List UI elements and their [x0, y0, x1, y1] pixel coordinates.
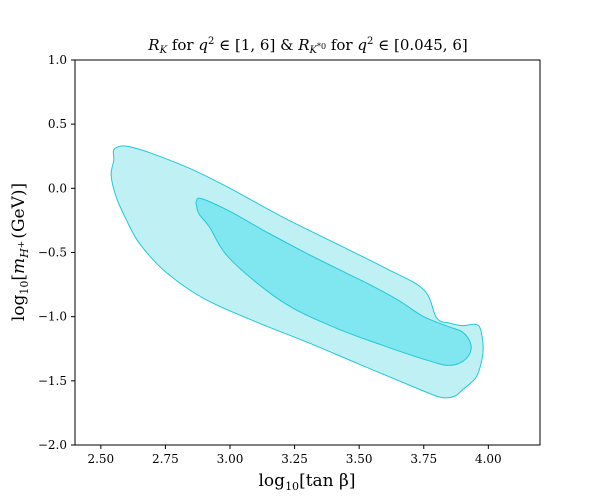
x-tick-label: 2.75: [152, 452, 179, 466]
plot-area: 2.50 2.75 3.00 3.25 3.50 3.75 4.00 1.0 0.5 0.0 −0…: [38, 53, 541, 466]
y-tick-label: 0.5: [48, 117, 67, 131]
contour-region-inner: [195, 197, 472, 366]
y-tick-label: 1.0: [48, 53, 67, 67]
y-tick-label: −1.5: [38, 374, 67, 388]
x-tick-label: 3.25: [281, 452, 308, 466]
x-axis-label: log10[tan β]: [259, 471, 356, 493]
x-axis-ticks: 2.50 2.75 3.00 3.25 3.50 3.75 4.00: [87, 445, 502, 466]
y-axis-ticks: 1.0 0.5 0.0 −0.5 −1.0 −1.5 −2.0: [38, 53, 75, 452]
chart-title: RK for q2 ∈ [1, 6] & RK*0 for q2 ∈ [0.04…: [147, 36, 467, 56]
x-tick-label: 3.75: [410, 452, 437, 466]
y-tick-label: −1.0: [38, 310, 67, 324]
x-tick-label: 2.50: [87, 452, 114, 466]
x-tick-label: 4.00: [475, 452, 502, 466]
y-tick-label: −0.5: [38, 246, 67, 260]
y-axis-label: log10[mH+(GeV)]: [9, 183, 31, 321]
x-tick-label: 3.00: [217, 452, 244, 466]
x-tick-label: 3.50: [346, 452, 373, 466]
y-tick-label: 0.0: [48, 181, 67, 195]
confidence-regions: [110, 145, 484, 399]
y-tick-label: −2.0: [38, 438, 67, 452]
